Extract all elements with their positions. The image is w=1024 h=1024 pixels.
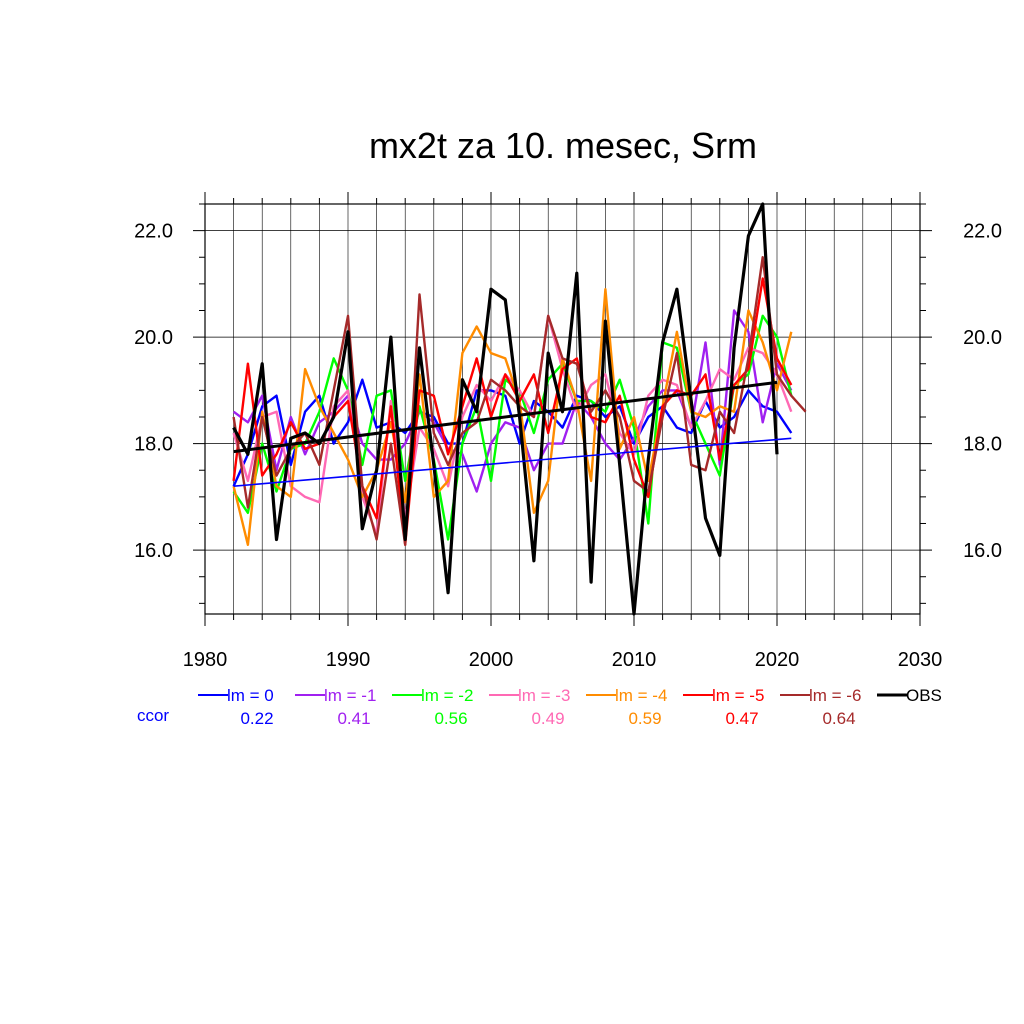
ccor-label: ccor xyxy=(137,706,169,725)
series-line-7 xyxy=(232,202,779,616)
legend: lm = 0 0.22 lm = -1 0.41 lm = -2 0.56 lm = -3 0… xyxy=(137,686,942,728)
y-tick-label: 22.0 xyxy=(134,221,173,243)
trend-lines xyxy=(233,380,792,488)
ccor-value-5: 0.47 xyxy=(725,709,758,728)
legend-label-2: lm = -2 xyxy=(421,686,473,705)
series-lines xyxy=(232,202,807,616)
trend-line-0 xyxy=(233,437,792,488)
y-tick-label: 20.0 xyxy=(134,327,173,349)
x-tick-label: 1990 xyxy=(326,649,371,671)
legend-label-3: lm = -3 xyxy=(518,686,570,705)
ccor-value-2: 0.56 xyxy=(434,709,467,728)
y-tick-label-right: 20.0 xyxy=(963,327,1002,349)
ccor-value-3: 0.49 xyxy=(531,709,564,728)
plot-border xyxy=(204,203,921,615)
legend-label-4: lm = -4 xyxy=(615,686,667,705)
y-tick-label: 16.0 xyxy=(134,540,173,562)
chart-title: mx2t za 10. mesec, Srm xyxy=(369,125,757,166)
ccor-value-1: 0.41 xyxy=(337,709,370,728)
y-axis-left: 16.0 18.0 20.0 22.0 xyxy=(134,203,205,604)
x-axis: 1980 1990 2000 2010 2020 2030 xyxy=(183,192,943,671)
ccor-value-6: 0.64 xyxy=(822,709,855,728)
y-tick-label: 18.0 xyxy=(134,434,173,456)
x-tick-label: 2030 xyxy=(898,649,943,671)
legend-label-0: lm = 0 xyxy=(227,686,274,705)
legend-label-7: OBS xyxy=(906,686,942,705)
legend-label-5: lm = -5 xyxy=(712,686,764,705)
y-tick-label-right: 18.0 xyxy=(963,434,1002,456)
legend-label-1: lm = -1 xyxy=(324,686,376,705)
x-tick-label: 2020 xyxy=(755,649,800,671)
legend-label-6: lm = -6 xyxy=(809,686,861,705)
series-line-5 xyxy=(232,277,793,546)
plot-frame xyxy=(204,203,921,615)
x-tick-label: 2010 xyxy=(612,649,657,671)
series-line-2 xyxy=(232,314,793,541)
y-axis-right: 16.0 18.0 20.0 22.0 xyxy=(920,203,1002,604)
y-tick-label-right: 16.0 xyxy=(963,540,1002,562)
y-tick-label-right: 22.0 xyxy=(963,221,1002,243)
trend-line-7 xyxy=(233,380,778,454)
series-line-4 xyxy=(232,288,793,546)
ccor-value-0: 0.22 xyxy=(240,709,273,728)
ccor-value-4: 0.59 xyxy=(628,709,661,728)
x-tick-label: 2000 xyxy=(469,649,514,671)
x-tick-label: 1980 xyxy=(183,649,228,671)
